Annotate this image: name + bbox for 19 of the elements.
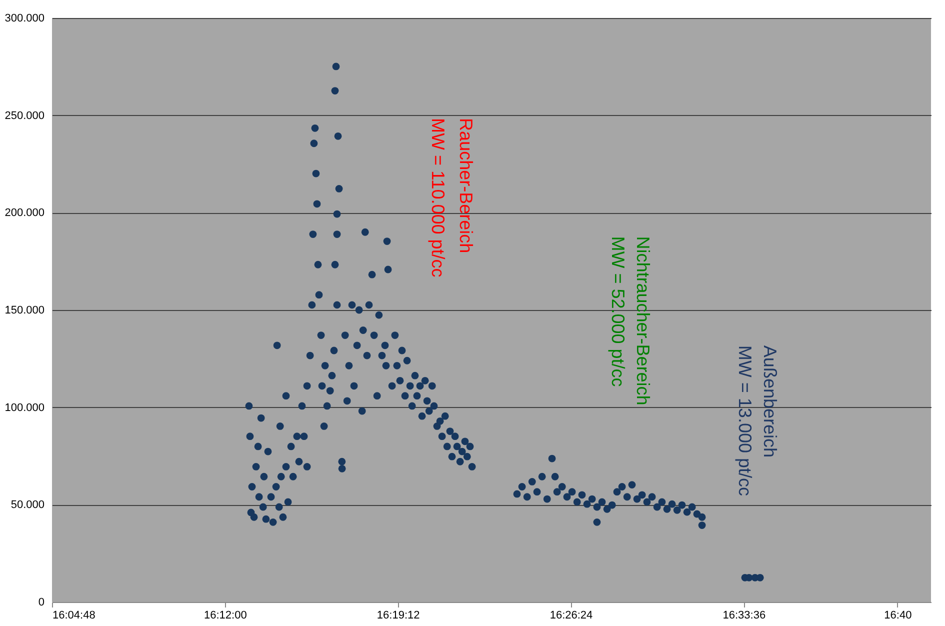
y-tick-label: 250.000 [4, 110, 44, 122]
x-tick-label: 16:12:00 [204, 610, 247, 622]
y-tick-label: 200.000 [4, 207, 44, 220]
y-tick-label: 150.000 [4, 304, 44, 316]
annotation: Nichtraucher-Bereich [633, 236, 654, 406]
y-tick-label: 300.000 [4, 12, 44, 24]
x-tick-label: 16:19:12 [376, 610, 420, 622]
x-tick-label: 16:33:36 [722, 610, 766, 622]
y-tick-label: 50.000 [10, 499, 44, 512]
y-tick-label: 0 [38, 596, 44, 608]
x-tick-label: 16:26:24 [550, 610, 593, 622]
y-tick-label: 100.000 [4, 402, 44, 414]
annotation: Außenbereich [760, 345, 780, 458]
annotation: MW = 110.000 pt/cc [428, 118, 448, 278]
x-tick-label: 16:40 [884, 610, 912, 622]
x-tick-label: 16:04:48 [52, 610, 96, 622]
annotation: MW = 52.000 pt/cc [608, 236, 628, 387]
annotation: Raucher-Bereich [456, 118, 476, 254]
annotation: MW = 13.000 pt/cc [734, 345, 755, 496]
